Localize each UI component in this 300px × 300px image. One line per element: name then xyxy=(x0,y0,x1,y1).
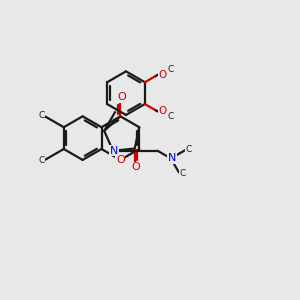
Text: N: N xyxy=(168,153,176,164)
Text: O: O xyxy=(159,106,167,116)
Text: C: C xyxy=(39,156,45,165)
Text: O: O xyxy=(159,70,167,80)
Text: O: O xyxy=(116,155,125,165)
Text: N: N xyxy=(110,146,118,156)
Text: C: C xyxy=(39,111,45,120)
Text: C: C xyxy=(167,112,173,122)
Text: C: C xyxy=(186,145,192,154)
Text: C: C xyxy=(167,65,173,74)
Text: O: O xyxy=(131,162,140,172)
Text: O: O xyxy=(117,92,126,103)
Text: C: C xyxy=(180,169,186,178)
